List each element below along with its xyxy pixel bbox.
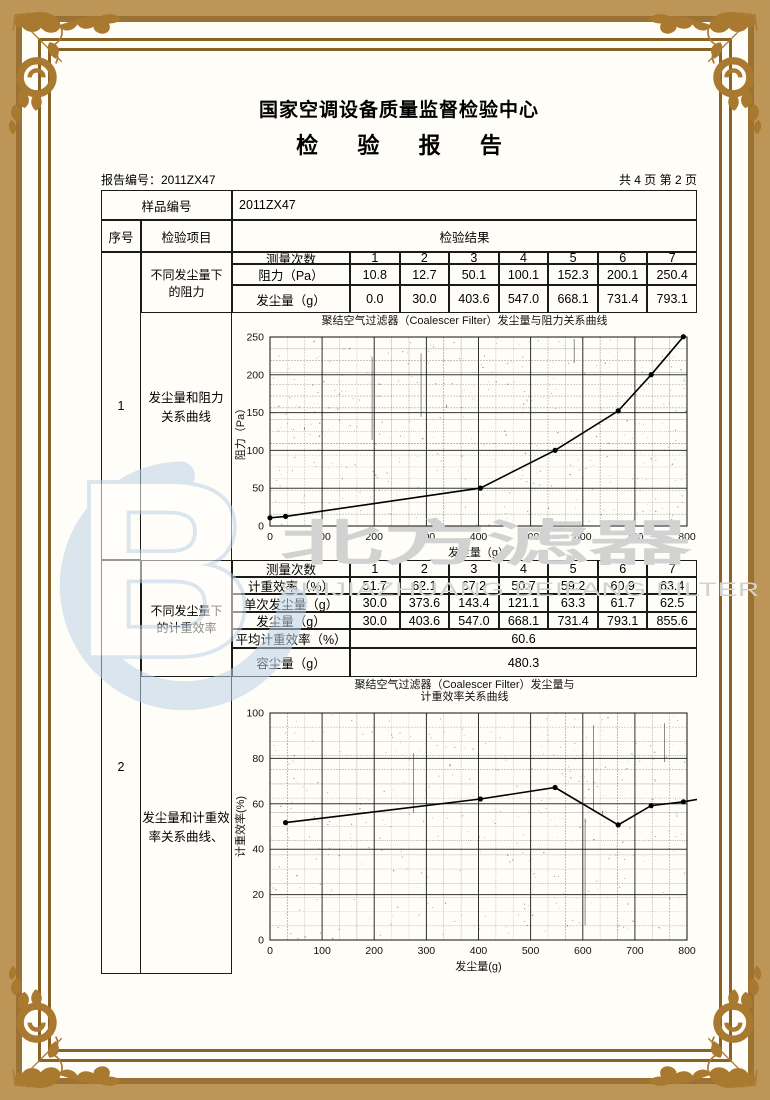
svg-text:250: 250 <box>246 332 264 344</box>
svg-text:B: B <box>74 430 254 708</box>
svg-text:0: 0 <box>258 935 264 947</box>
svg-text:0: 0 <box>267 945 273 957</box>
svg-text:800: 800 <box>678 945 696 957</box>
svg-text:100: 100 <box>313 945 331 957</box>
svg-text:200: 200 <box>365 945 383 957</box>
svg-text:500: 500 <box>522 945 540 957</box>
svg-text:聚结空气过滤器（Coalescer Filter）发尘量与阻: 聚结空气过滤器（Coalescer Filter）发尘量与阻力关系曲线 <box>321 313 607 327</box>
svg-text:200: 200 <box>246 369 264 381</box>
svg-text:400: 400 <box>470 945 488 957</box>
svg-text:北方滤器: 北方滤器 <box>280 516 692 571</box>
svg-text:300: 300 <box>418 945 436 957</box>
svg-text:80: 80 <box>252 753 264 765</box>
svg-text:60: 60 <box>252 798 264 810</box>
svg-text:700: 700 <box>626 945 644 957</box>
svg-text:计重效率(%): 计重效率(%) <box>233 796 247 857</box>
svg-text:20: 20 <box>252 889 264 901</box>
svg-text:发尘量(g): 发尘量(g) <box>455 959 501 973</box>
svg-text:600: 600 <box>574 945 592 957</box>
svg-text:SHIJIAZHUANG BEIFANG FILTER CO: SHIJIAZHUANG BEIFANG FILTER CO., LTD. <box>280 580 770 601</box>
svg-text:40: 40 <box>252 844 264 856</box>
